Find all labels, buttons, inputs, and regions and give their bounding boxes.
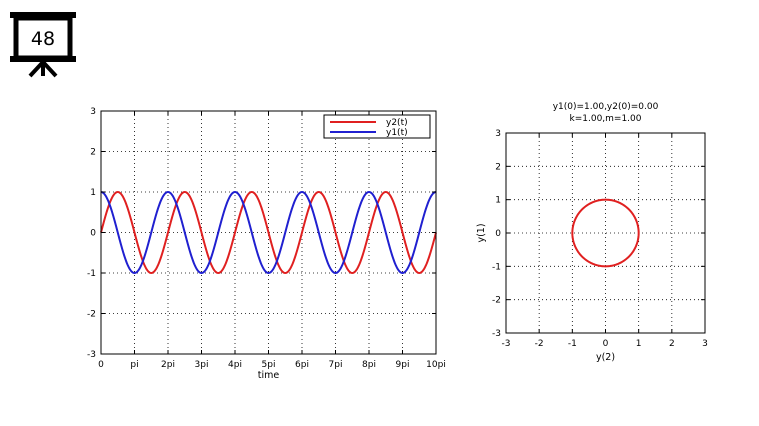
chart-subtitle: k=1.00,m=1.00 bbox=[570, 114, 642, 124]
slide-number: 48 bbox=[31, 28, 55, 50]
y-tick-label: 3 bbox=[90, 107, 96, 117]
x-tick-label: 7pi bbox=[329, 360, 343, 370]
y-tick-label: 1 bbox=[495, 196, 501, 206]
y-tick-label: 1 bbox=[90, 188, 96, 198]
projector-screen-icon: 48 bbox=[10, 12, 76, 78]
y-tick-label: -3 bbox=[87, 350, 96, 360]
x-axis-label: time bbox=[258, 370, 280, 381]
series-line-y1(t) bbox=[100, 190, 437, 275]
x-tick-label: pi bbox=[130, 360, 138, 370]
x-tick-label: 10pi bbox=[426, 360, 446, 370]
legend-label: y2(t) bbox=[386, 118, 408, 128]
legend-label: y1(t) bbox=[386, 128, 408, 138]
y-tick-label: 0 bbox=[495, 229, 501, 239]
x-tick-label: 8pi bbox=[362, 360, 376, 370]
y-tick-label: 0 bbox=[90, 229, 96, 239]
x-tick-label: 0 bbox=[98, 360, 104, 370]
x-tick-label: -1 bbox=[568, 339, 577, 349]
series-line-y2(t) bbox=[100, 190, 437, 275]
x-tick-label: 6pi bbox=[295, 360, 309, 370]
y-tick-label: -2 bbox=[492, 296, 501, 306]
x-tick-label: -2 bbox=[535, 339, 544, 349]
y-tick-label: -1 bbox=[492, 262, 501, 272]
y-tick-label: 3 bbox=[495, 129, 501, 139]
x-tick-label: -3 bbox=[502, 339, 511, 349]
y-tick-label: 2 bbox=[90, 148, 96, 158]
chart-title: y1(0)=1.00,y2(0)=0.00 bbox=[553, 102, 659, 112]
time-series-chart: 0 pi 2pi 3pi 4pi 5pi 6pi 7pi 8pi 9pi 10pi -3 -2 -1 0 1 2… bbox=[87, 107, 446, 381]
x-tick-label: 1 bbox=[636, 339, 642, 349]
y-axis-label: y(1) bbox=[476, 223, 487, 242]
legend-box bbox=[323, 114, 431, 139]
x-axis-label: y(2) bbox=[596, 352, 615, 363]
y-tick-label: 2 bbox=[495, 162, 501, 172]
x-tick-label: 2 bbox=[669, 339, 675, 349]
x-tick-label: 2pi bbox=[161, 360, 175, 370]
x-tick-label: 5pi bbox=[262, 360, 276, 370]
phase-trajectory bbox=[571, 198, 640, 268]
x-tick-label: 3 bbox=[702, 339, 708, 349]
phase-portrait-chart: y1(0)=1.00,y2(0)=0.00 k=1.00,m=1.00 -3 -2 -1… bbox=[476, 102, 708, 363]
x-tick-label: 9pi bbox=[396, 360, 410, 370]
y-tick-label: -2 bbox=[87, 310, 96, 320]
x-tick-label: 4pi bbox=[228, 360, 242, 370]
y-tick-label: -1 bbox=[87, 269, 96, 279]
x-tick-label: 3pi bbox=[195, 360, 209, 370]
x-tick-label: 0 bbox=[603, 339, 609, 349]
y-tick-label: -3 bbox=[492, 329, 501, 339]
